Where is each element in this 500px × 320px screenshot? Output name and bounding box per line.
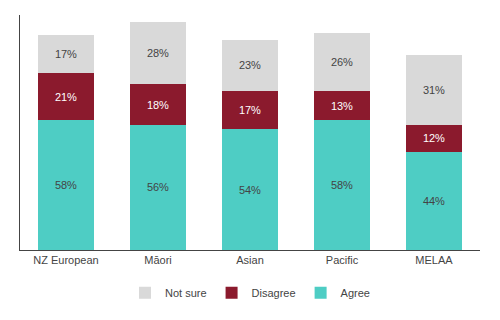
svg-text:26%: 26% xyxy=(331,56,353,68)
svg-text:21%: 21% xyxy=(55,91,77,103)
svg-text:23%: 23% xyxy=(239,59,261,71)
svg-text:Not sure: Not sure xyxy=(165,287,207,299)
svg-text:44%: 44% xyxy=(423,195,445,207)
svg-text:13%: 13% xyxy=(331,100,353,112)
svg-text:Disagree: Disagree xyxy=(252,287,296,299)
svg-text:28%: 28% xyxy=(147,47,169,59)
svg-text:NZ European: NZ European xyxy=(33,254,98,266)
svg-text:56%: 56% xyxy=(147,181,169,193)
svg-text:Pacific: Pacific xyxy=(326,254,359,266)
svg-text:MELAA: MELAA xyxy=(415,254,453,266)
svg-text:17%: 17% xyxy=(239,104,261,116)
svg-text:17%: 17% xyxy=(55,48,77,60)
svg-text:Māori: Māori xyxy=(144,254,172,266)
svg-text:54%: 54% xyxy=(239,184,261,196)
svg-text:Asian: Asian xyxy=(236,254,264,266)
svg-text:18%: 18% xyxy=(147,99,169,111)
svg-text:31%: 31% xyxy=(423,84,445,96)
svg-text:12%: 12% xyxy=(423,132,445,144)
svg-text:Agree: Agree xyxy=(341,287,370,299)
svg-text:58%: 58% xyxy=(331,179,353,191)
svg-text:58%: 58% xyxy=(55,179,77,191)
